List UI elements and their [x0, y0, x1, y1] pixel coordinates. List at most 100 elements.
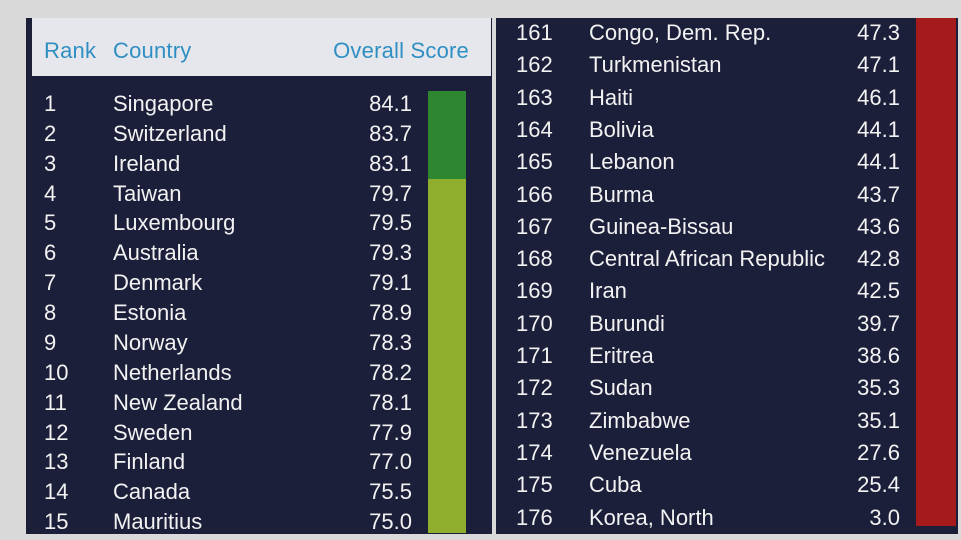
rank-cell: 163 — [516, 84, 553, 110]
table-row: 6 Australia 79.3 — [26, 240, 492, 270]
score-cell: 79.5 — [369, 210, 412, 236]
rank-cell: 10 — [44, 359, 69, 385]
rank-cell: 166 — [516, 181, 553, 207]
score-cell: 44.1 — [857, 116, 900, 142]
country-cell: Finland — [113, 449, 186, 475]
score-cell: 78.9 — [369, 300, 412, 326]
score-cell: 77.0 — [369, 449, 412, 475]
country-cell: Denmark — [113, 270, 203, 296]
score-cell: 43.6 — [857, 213, 900, 239]
country-cell: Burma — [589, 181, 654, 207]
table-row: 13 Finland 77.0 — [26, 449, 492, 479]
country-cell: Taiwan — [113, 180, 182, 206]
score-cell: 78.1 — [369, 389, 412, 415]
table-row: 164 Bolivia 44.1 — [496, 117, 958, 147]
score-cell: 75.5 — [369, 479, 412, 505]
country-cell: Ireland — [113, 150, 181, 176]
table-row: 162 Turkmenistan 47.1 — [496, 52, 958, 82]
table-row: 173 Zimbabwe 35.1 — [496, 408, 958, 438]
rank-cell: 162 — [516, 52, 553, 78]
bottom-ranked-panel: 161 Congo, Dem. Rep. 47.3 162 Turkmenistan 47… — [496, 18, 958, 534]
rank-cell: 165 — [516, 149, 553, 175]
table-row: 175 Cuba 25.4 — [496, 472, 958, 502]
table-row: 176 Korea, North 3.0 — [496, 505, 958, 535]
country-cell: New Zealand — [113, 389, 243, 415]
score-cell: 83.1 — [369, 150, 412, 176]
country-cell: Congo, Dem. Rep. — [589, 20, 772, 45]
table-row: 15 Mauritius 75.0 — [26, 509, 492, 534]
bottom-tier-color-bar — [916, 18, 956, 526]
rank-cell: 14 — [44, 479, 69, 505]
rank-cell: 171 — [516, 343, 553, 368]
score-cell: 77.9 — [369, 419, 412, 445]
rank-cell: 176 — [516, 504, 553, 530]
table-row: 172 Sudan 35.3 — [496, 375, 958, 405]
rank-cell: 172 — [516, 375, 553, 401]
table-row: 5 Luxembourg 79.5 — [26, 210, 492, 240]
country-cell: Bolivia — [589, 116, 654, 142]
rank-cell: 9 — [44, 329, 57, 355]
table-row: 3 Ireland 83.1 — [26, 151, 492, 181]
score-cell: 84.1 — [369, 91, 412, 116]
country-cell: Australia — [113, 240, 199, 266]
country-cell: Mauritius — [113, 509, 203, 534]
rank-cell: 175 — [516, 472, 553, 498]
score-cell: 79.7 — [369, 180, 412, 206]
country-cell: Sweden — [113, 419, 193, 445]
score-cell: 44.1 — [857, 149, 900, 175]
table-row: 9 Norway 78.3 — [26, 330, 492, 360]
table-row: 174 Venezuela 27.6 — [496, 440, 958, 470]
table-row: 10 Netherlands 78.2 — [26, 360, 492, 390]
score-cell: 35.1 — [857, 407, 900, 433]
country-cell: Korea, North — [589, 504, 714, 530]
rank-cell: 7 — [44, 270, 57, 296]
rank-cell: 3 — [44, 150, 57, 176]
table-header: Rank Country Overall Score — [32, 18, 491, 76]
rank-cell: 170 — [516, 310, 553, 336]
country-cell: Netherlands — [113, 359, 232, 385]
rank-cell: 173 — [516, 407, 553, 433]
score-cell: 46.1 — [857, 84, 900, 110]
table-row: 11 New Zealand 78.1 — [26, 390, 492, 420]
country-cell: Canada — [113, 479, 191, 505]
table-row: 4 Taiwan 79.7 — [26, 181, 492, 211]
rank-cell: 2 — [44, 120, 57, 146]
score-cell: 42.5 — [857, 278, 900, 304]
table-row: 167 Guinea-Bissau 43.6 — [496, 214, 958, 244]
country-cell: Sudan — [589, 375, 653, 401]
bar-segment-tier_high — [428, 179, 466, 533]
table-row: 163 Haiti 46.1 — [496, 85, 958, 115]
table-row: 171 Eritrea 38.6 — [496, 343, 958, 373]
rank-cell: 174 — [516, 439, 553, 465]
table-row: 166 Burma 43.7 — [496, 182, 958, 212]
rank-cell: 4 — [44, 180, 57, 206]
score-cell: 43.7 — [857, 181, 900, 207]
country-cell: Guinea-Bissau — [589, 213, 734, 239]
rank-cell: 161 — [516, 20, 553, 45]
country-cell: Iran — [589, 278, 627, 304]
table-row: 168 Central African Republic 42.8 — [496, 246, 958, 276]
rank-cell: 15 — [44, 509, 69, 534]
top-tier-color-bar — [428, 91, 466, 533]
score-cell: 47.1 — [857, 52, 900, 78]
score-cell: 42.8 — [857, 246, 900, 272]
table-row: 12 Sweden 77.9 — [26, 420, 492, 450]
table-row: 8 Estonia 78.9 — [26, 300, 492, 330]
score-cell: 27.6 — [857, 439, 900, 465]
table-row: 2 Switzerland 83.7 — [26, 121, 492, 151]
country-cell: Cuba — [589, 472, 642, 498]
table-row: 165 Lebanon 44.1 — [496, 149, 958, 179]
score-cell: 47.3 — [857, 20, 900, 45]
score-cell: 78.3 — [369, 329, 412, 355]
country-cell: Switzerland — [113, 120, 227, 146]
table-row: 1 Singapore 84.1 — [26, 91, 492, 121]
rank-cell: 169 — [516, 278, 553, 304]
table-row: 169 Iran 42.5 — [496, 278, 958, 308]
country-cell: Venezuela — [589, 439, 692, 465]
rank-cell: 164 — [516, 116, 553, 142]
score-cell: 3.0 — [869, 504, 900, 530]
score-cell: 79.1 — [369, 270, 412, 296]
rank-cell: 11 — [44, 389, 67, 415]
rank-cell: 12 — [44, 419, 69, 445]
rank-cell: 13 — [44, 449, 69, 475]
